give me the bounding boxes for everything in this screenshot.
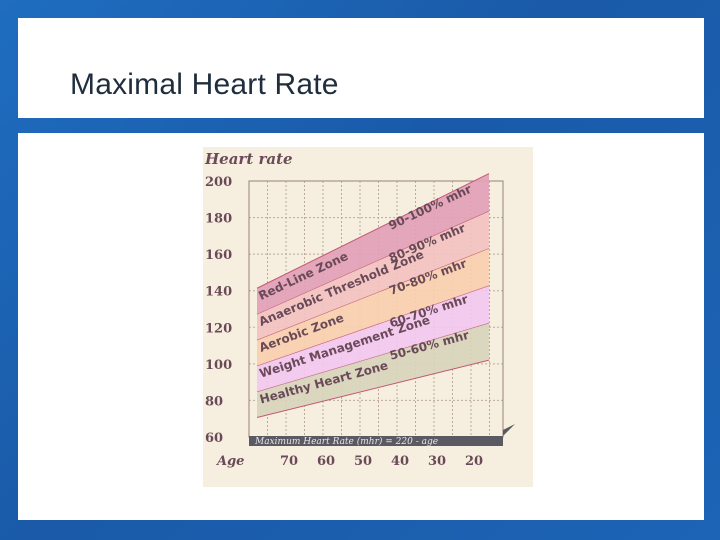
zone-band-2 bbox=[257, 248, 489, 366]
formula-bar-label: Maximum Heart Rate (mhr) = 220 - age bbox=[254, 436, 438, 447]
chart-title: Heart rate bbox=[204, 150, 293, 168]
x-axis-title: Age bbox=[215, 454, 244, 469]
zone-band-4 bbox=[257, 173, 489, 315]
content-panel: Healthy Heart Zone 50-60% mhr Weight Manag… bbox=[18, 133, 704, 520]
x-tick-label: 30 bbox=[428, 454, 446, 469]
y-tick-label: 140 bbox=[205, 285, 232, 300]
heart-rate-chart: Healthy Heart Zone 50-60% mhr Weight Manag… bbox=[203, 147, 533, 487]
y-tick-label: 160 bbox=[205, 248, 232, 263]
zone-bands bbox=[256, 173, 490, 418]
formula-bar: Maximum Heart Rate (mhr) = 220 - age bbox=[249, 424, 515, 447]
y-tick-label: 120 bbox=[205, 321, 232, 336]
y-tick-label: 80 bbox=[205, 394, 223, 409]
x-tick-label: 50 bbox=[354, 454, 372, 469]
zone-boundary bbox=[256, 359, 490, 418]
x-tick-label: 70 bbox=[280, 454, 298, 469]
y-tick-label: 100 bbox=[205, 358, 232, 373]
slide-title: Maximal Heart Rate bbox=[70, 68, 339, 101]
zone-band-3 bbox=[257, 210, 489, 340]
formula-bar-background bbox=[249, 424, 515, 446]
y-tick-label: 180 bbox=[205, 212, 232, 227]
x-tick-label: 40 bbox=[391, 454, 409, 469]
y-tick-label: 200 bbox=[205, 175, 232, 190]
y-tick-label: 60 bbox=[205, 431, 223, 446]
zone-band-0 bbox=[257, 322, 489, 418]
x-tick-label: 60 bbox=[317, 454, 335, 469]
title-panel: Maximal Heart Rate bbox=[18, 18, 704, 118]
x-tick-label: 20 bbox=[465, 454, 483, 469]
zone-boundary bbox=[256, 173, 490, 289]
zone-band-1 bbox=[257, 285, 489, 392]
axes: 60 80 100 120 140 160 180 200 70 60 50 40 30 20 bbox=[205, 175, 483, 469]
